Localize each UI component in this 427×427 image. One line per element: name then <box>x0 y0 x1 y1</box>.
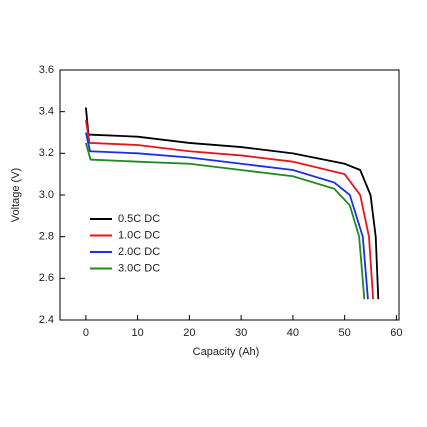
series-line <box>85 142 366 300</box>
plot-frame <box>59 69 400 321</box>
x-tick-label: 20 <box>183 327 195 339</box>
x-tick-label: 10 <box>132 327 144 339</box>
y-tick-label: 2.4 <box>39 314 54 326</box>
x-tick-label: 50 <box>339 327 351 339</box>
x-tick-label: 30 <box>235 327 247 339</box>
legend-label: 3.0C DC <box>118 262 160 274</box>
legend-label: 2.0C DC <box>118 246 160 258</box>
y-axis-label: Voltage (V) <box>10 168 22 222</box>
legend-label: 0.5C DC <box>118 213 160 225</box>
y-tick-label: 3.2 <box>39 147 54 159</box>
x-tick-label: 40 <box>287 327 299 339</box>
y-tick-label: 3.6 <box>39 64 54 76</box>
series-line <box>85 132 369 300</box>
x-axis-label: Capacity (Ah) <box>193 346 260 358</box>
series-line <box>84 119 375 300</box>
y-tick-label: 2.8 <box>39 231 54 243</box>
y-tick-label: 3.4 <box>39 106 54 118</box>
series-line <box>84 107 380 300</box>
y-tick-label: 2.6 <box>39 272 54 284</box>
legend-label: 1.0C DC <box>118 229 160 241</box>
y-tick-label: 3.0 <box>39 189 54 201</box>
x-tick-label: 0 <box>83 327 89 339</box>
x-tick-label: 60 <box>390 327 402 339</box>
